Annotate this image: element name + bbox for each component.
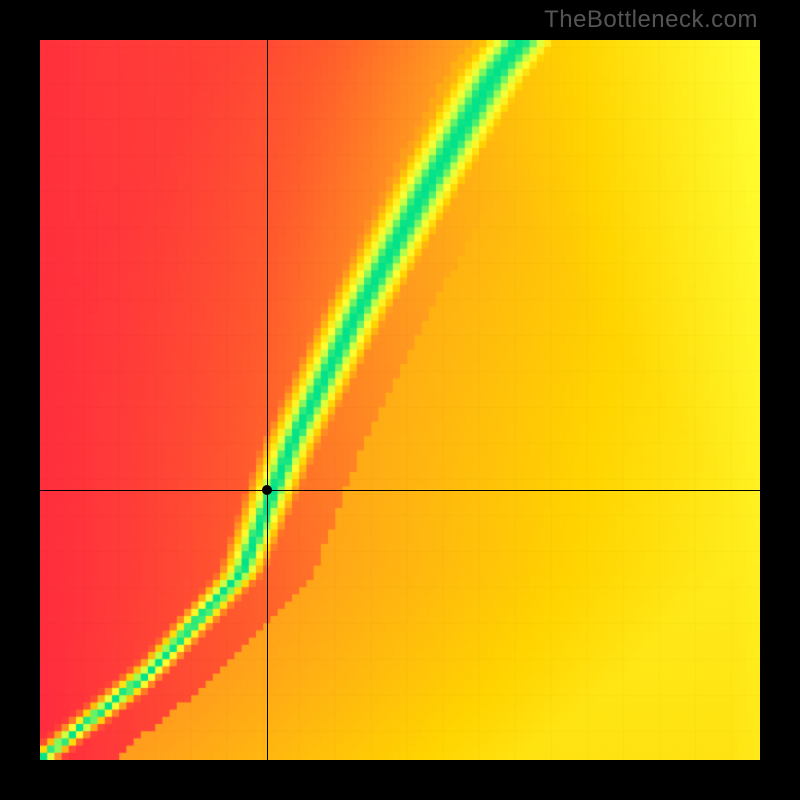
heatmap-plot (40, 40, 760, 760)
crosshair-vertical (267, 40, 268, 760)
watermark-text: TheBottleneck.com (544, 6, 758, 34)
heatmap-canvas (40, 40, 760, 760)
crosshair-horizontal (40, 490, 760, 491)
crosshair-marker (262, 485, 272, 495)
